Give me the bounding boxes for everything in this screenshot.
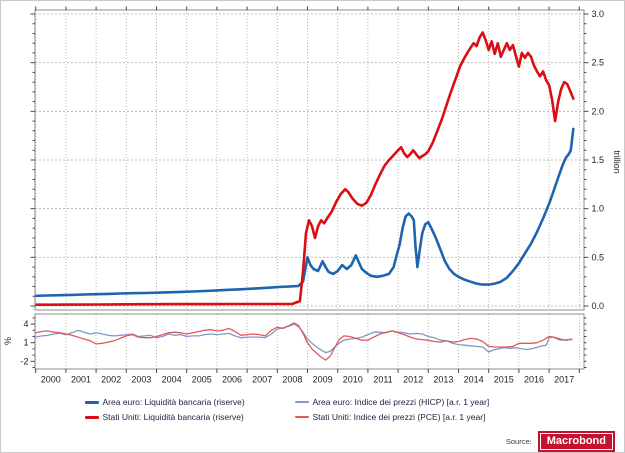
source-label: Source: <box>505 437 532 446</box>
chart-canvas: 2000 2001 2002 2003 2004 2005 2006 2007 2008 2009… <box>3 6 622 385</box>
x-tick-label: 2001 <box>71 375 91 385</box>
source-row: Source: Macrobond <box>505 430 616 452</box>
y-tick-label: 2.5 <box>592 58 605 68</box>
legend-line-swatch <box>294 401 309 403</box>
macrobond-logo: Macrobond <box>539 433 613 450</box>
legend-label: Stati Uniti: Indice dei prezzi (PCE) [a.… <box>312 412 486 422</box>
x-tick-label: 2000 <box>41 375 61 385</box>
legend-line-swatch <box>84 400 99 404</box>
legend: Area euro: Liquidità bancaria (riserve) A… <box>1 397 624 422</box>
line-us-pce <box>35 322 573 361</box>
x-tick-label: 2003 <box>131 375 151 385</box>
x-tick-label: 2011 <box>373 375 392 385</box>
legend-line-swatch <box>84 415 99 419</box>
x-tick-label: 2010 <box>343 375 363 385</box>
x-tick-label: 2004 <box>162 375 182 385</box>
x-tick-label: 2006 <box>222 375 242 385</box>
legend-item: Area euro: Indice dei prezzi (HICP) [a.r… <box>294 397 543 407</box>
x-tick-label: 2008 <box>282 375 302 385</box>
x-tick-label: 2014 <box>464 375 484 385</box>
y-tick-label: 1.5 <box>592 155 605 165</box>
y-tick-label: -2 <box>20 356 28 366</box>
x-tick-label: 2013 <box>433 375 453 385</box>
y-tick-label: 1 <box>23 338 28 348</box>
x-tick-label: 2015 <box>494 375 514 385</box>
y-tick-label: 0.5 <box>592 252 605 262</box>
bottom-panel-border <box>34 313 585 370</box>
legend-item: Stati Uniti: Indice dei prezzi (PCE) [a.… <box>294 412 543 422</box>
legend-label: Stati Uniti: Liquidità bancaria (riserve… <box>102 412 244 422</box>
x-tick-label: 2012 <box>403 375 423 385</box>
legend-line-swatch <box>294 416 309 418</box>
y-tick-label: 2.0 <box>592 106 605 116</box>
x-tick-label: 2009 <box>313 375 333 385</box>
line-us-reserves <box>35 31 575 307</box>
y-tick-label: 3.0 <box>592 9 605 19</box>
line-euro-hicp <box>35 323 573 354</box>
right-axis-title: trillion <box>612 150 622 174</box>
legend-label: Area euro: Liquidità bancaria (riserve) <box>102 397 245 407</box>
legend-item: Stati Uniti: Liquidità bancaria (riserve… <box>84 412 295 422</box>
left-axis-title: % <box>3 337 13 345</box>
x-tick-label: 2017 <box>554 375 574 385</box>
x-tick-label: 2002 <box>101 375 121 385</box>
y-tick-label: 1.0 <box>592 204 605 214</box>
legend-label: Area euro: Indice dei prezzi (HICP) [a.r… <box>312 397 490 407</box>
x-tick-label: 2007 <box>252 375 272 385</box>
y-tick-label: 4 <box>23 319 28 329</box>
legend-item: Area euro: Liquidità bancaria (riserve) <box>84 397 295 407</box>
line-euro-reserves <box>35 127 575 298</box>
y-tick-label: 0.0 <box>592 301 605 311</box>
x-tick-label: 2016 <box>524 375 544 385</box>
x-tick-label: 2005 <box>192 375 212 385</box>
